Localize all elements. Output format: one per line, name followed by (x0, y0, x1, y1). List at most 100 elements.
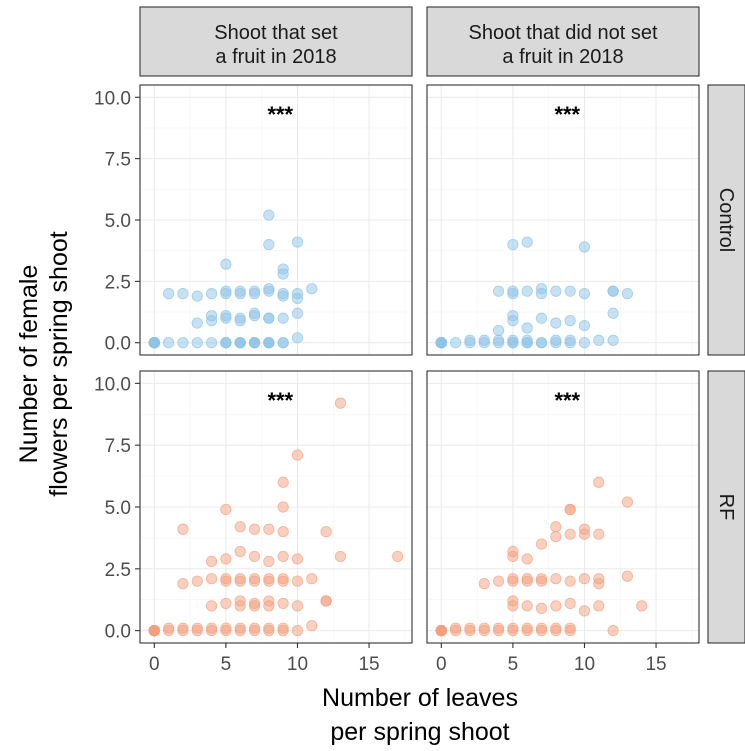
data-point (550, 622, 562, 634)
data-point (277, 312, 289, 324)
x-axis-title-line2: per spring shoot (330, 718, 509, 746)
data-point (521, 322, 533, 334)
data-point (578, 337, 591, 349)
data-point (621, 570, 634, 582)
x-tick-label: 5 (508, 654, 519, 675)
data-point (320, 526, 332, 538)
y-tick-label: 2.5 (105, 560, 131, 581)
data-point (234, 285, 246, 297)
data-point (277, 526, 289, 538)
y-tick-label: 7.5 (105, 436, 131, 457)
data-point (564, 528, 576, 540)
data-point (291, 600, 304, 612)
data-point (507, 285, 519, 297)
data-point (191, 290, 203, 302)
data-point (263, 622, 275, 634)
data-point (550, 521, 562, 533)
data-point (492, 622, 505, 634)
data-point (550, 285, 562, 297)
data-point (220, 503, 232, 516)
data-point (507, 334, 519, 346)
data-point (263, 573, 275, 585)
data-point (607, 307, 619, 319)
panels: *** 0.0 2.5 5.0 7.5 10.0 *** *** 0.0 2.5 5.0 7.5 10.… (94, 84, 700, 675)
data-point (593, 476, 605, 488)
data-point (478, 622, 490, 634)
data-point (435, 625, 447, 637)
data-point (535, 337, 548, 349)
data-point (492, 285, 505, 297)
data-point (205, 337, 218, 349)
data-point (248, 622, 261, 634)
data-point (578, 528, 591, 540)
panel-control-col1: *** (426, 84, 700, 356)
data-point (564, 503, 576, 516)
data-point (148, 337, 160, 349)
data-point (220, 573, 232, 585)
data-point (148, 625, 160, 637)
data-point (277, 476, 289, 488)
x-tick-label: 0 (436, 654, 447, 675)
panel-control-col0: *** 0.0 2.5 5.0 7.5 10.0 (94, 84, 413, 356)
data-point (478, 578, 490, 590)
data-point (564, 575, 576, 587)
data-point (234, 595, 246, 607)
data-point (464, 334, 476, 346)
data-point (234, 521, 246, 533)
data-point (507, 545, 519, 558)
x-tick-label: 0 (149, 654, 160, 675)
data-point (220, 337, 232, 349)
y-tick-label: 7.5 (105, 150, 131, 171)
data-point (263, 595, 275, 607)
data-point (191, 575, 203, 587)
data-point (521, 236, 533, 248)
data-point (535, 573, 548, 585)
data-point (621, 496, 634, 508)
data-point (205, 622, 218, 634)
data-point (263, 285, 275, 297)
data-point (248, 285, 261, 297)
data-point (291, 553, 304, 565)
y-tick-label: 10.0 (94, 374, 131, 395)
data-point (277, 550, 289, 563)
data-point (507, 310, 519, 322)
x-tick-label: 10 (287, 654, 308, 675)
data-point (205, 310, 218, 322)
data-point (607, 625, 619, 637)
row-strip-label-control: Control (715, 188, 737, 252)
data-point (191, 622, 203, 634)
data-point (291, 332, 304, 344)
data-point (550, 573, 562, 585)
data-point (507, 573, 519, 585)
data-point (450, 622, 462, 634)
data-point (234, 337, 246, 349)
significance-label: *** (267, 102, 293, 127)
data-point (291, 625, 304, 637)
data-point (607, 334, 619, 346)
data-point (277, 622, 289, 634)
data-point (492, 575, 505, 587)
data-point (263, 312, 275, 324)
data-point (234, 315, 246, 327)
x-tick-label: 15 (645, 654, 666, 675)
data-point (263, 555, 275, 568)
data-point (277, 501, 289, 513)
data-point (564, 597, 576, 610)
data-point (492, 334, 505, 346)
data-point (521, 622, 533, 634)
data-point (550, 334, 562, 346)
significance-label: *** (554, 102, 580, 127)
data-point (564, 622, 576, 634)
significance-label: *** (267, 388, 293, 413)
data-point (291, 449, 304, 461)
data-point (220, 285, 232, 297)
data-point (191, 337, 203, 349)
column-strip-label-set-fruit: Shoot that set (214, 22, 338, 44)
data-point (248, 337, 261, 349)
data-point (234, 545, 246, 558)
column-strip-set-fruit (139, 6, 413, 77)
data-point (291, 236, 304, 248)
data-point (535, 622, 548, 634)
data-point (320, 595, 332, 607)
